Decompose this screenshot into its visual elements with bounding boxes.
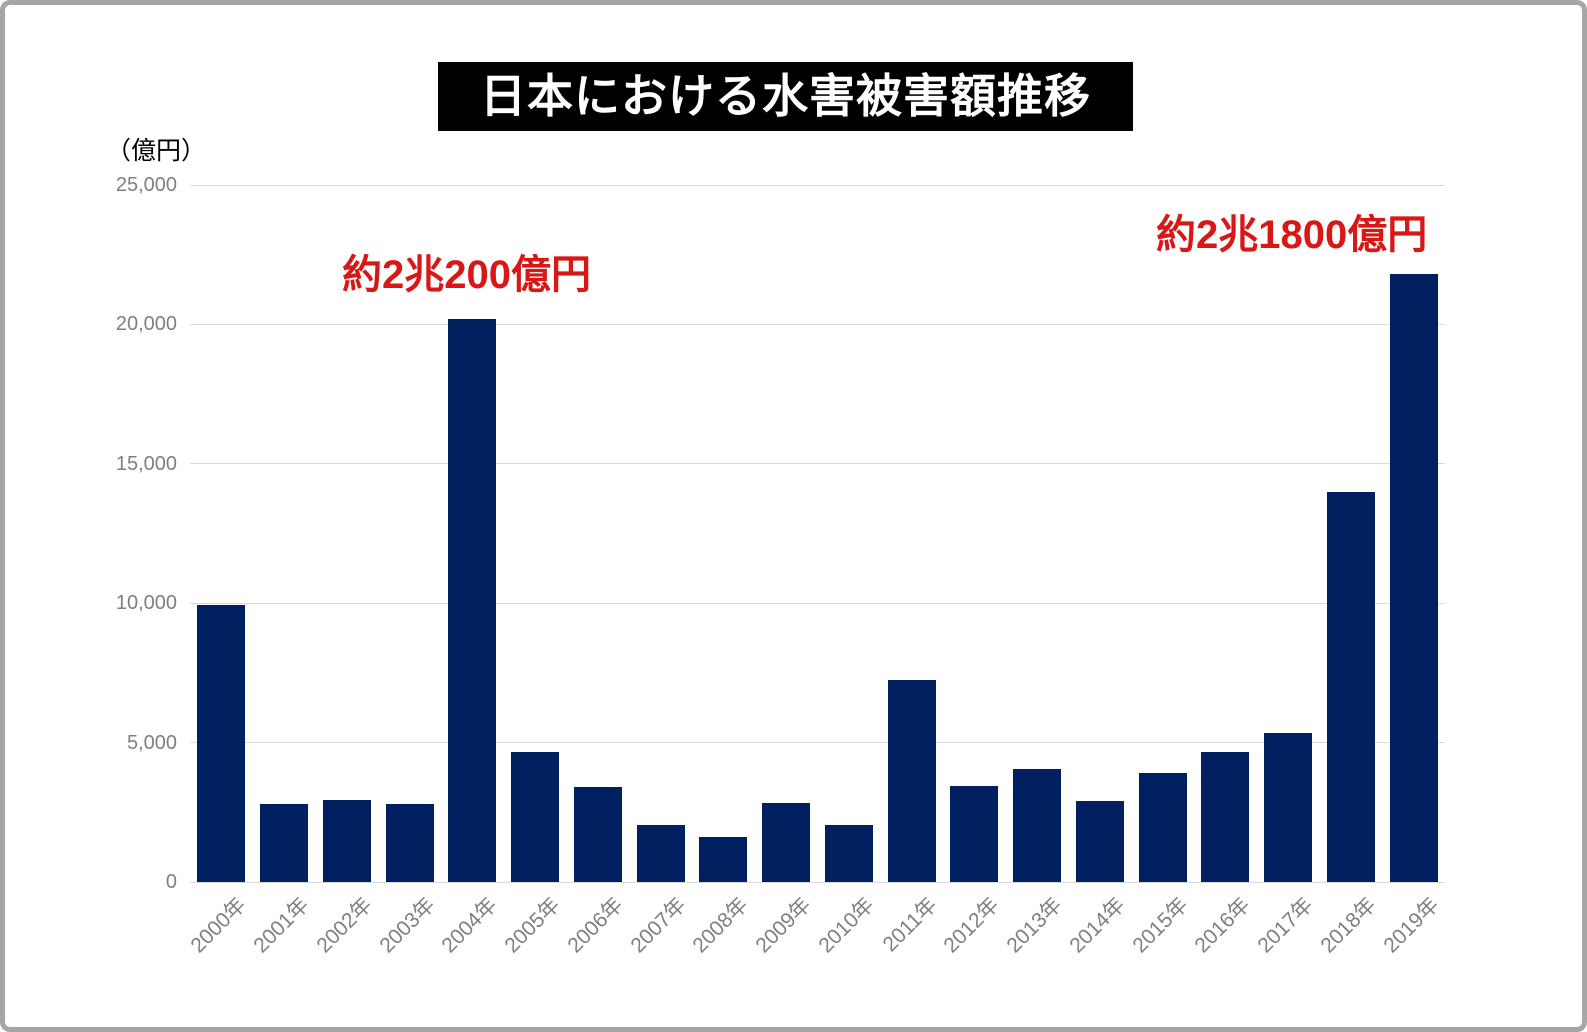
x-axis-label: 2014年	[1065, 893, 1130, 958]
x-axis-label: 2008年	[688, 893, 753, 958]
x-axis-label: 2006年	[563, 893, 628, 958]
y-tick-label: 10,000	[115, 592, 177, 615]
y-tick-label: 20,000	[115, 313, 177, 336]
x-axis-label: 2007年	[626, 893, 691, 958]
plot-area: 2000年 2001年 2002年 2003年 2004年 2005年 2006年 2007年…	[187, 184, 1445, 957]
gridline-25000	[190, 184, 1445, 186]
bar-2005年	[511, 752, 560, 882]
x-axis-label: 2019年	[1379, 893, 1444, 958]
bar-2019年	[1389, 274, 1438, 882]
y-tick-label: 0	[165, 871, 177, 893]
gridline-5000	[190, 742, 1445, 744]
x-axis-label: 2013年	[1002, 893, 1067, 958]
bar-2015年	[1138, 773, 1187, 882]
bar-2004年	[448, 318, 497, 882]
x-axis-label: 2005年	[500, 893, 565, 958]
chart-title: 日本における水害被害額推移	[438, 62, 1133, 131]
gridline-20000	[190, 323, 1445, 325]
annotation-peak-2004: 約2兆200億円	[342, 253, 591, 297]
bar-2009年	[762, 802, 811, 882]
x-axis-label: 2018年	[1316, 893, 1381, 958]
x-axis-label: 2012年	[939, 893, 1004, 958]
bar-2003年	[385, 803, 434, 882]
x-axis-label: 2001年	[249, 893, 314, 958]
x-axis-label: 2009年	[751, 893, 816, 958]
bar-2008年	[699, 837, 748, 882]
bar-2013年	[1013, 769, 1062, 882]
x-axis-label: 2002年	[312, 893, 377, 958]
bar-2002年	[322, 799, 371, 882]
y-axis-unit-label: （億円）	[106, 137, 207, 165]
bar-2012年	[950, 785, 999, 882]
bar-2000年	[197, 604, 246, 882]
gridline-0	[190, 881, 1445, 883]
y-tick-label: 5,000	[126, 731, 177, 754]
bar-2017年	[1264, 732, 1313, 882]
y-tick-label: 15,000	[115, 452, 177, 475]
x-axis-label: 2016年	[1190, 893, 1255, 958]
x-axis-label: 2011年	[878, 893, 942, 957]
bar-2011年	[887, 679, 936, 882]
bar-2018年	[1326, 491, 1375, 882]
y-tick-label: 25,000	[115, 174, 177, 196]
annotation-peak-2019: 約2兆1800億円	[1156, 213, 1428, 257]
x-axis-label: 2003年	[375, 893, 440, 958]
gridline-10000	[190, 602, 1445, 604]
x-axis-label: 2004年	[437, 893, 502, 958]
x-axis-label: 2000年	[186, 893, 251, 958]
bar-2014年	[1075, 801, 1124, 882]
gridline-15000	[190, 463, 1445, 465]
bar-2007年	[636, 824, 685, 882]
bar-2010年	[824, 824, 873, 882]
x-axis-label: 2017年	[1253, 893, 1318, 958]
x-axis-label: 2010年	[814, 893, 879, 958]
bar-2016年	[1201, 752, 1250, 882]
bar-2001年	[260, 803, 309, 882]
x-axis-label: 2015年	[1128, 893, 1193, 958]
bar-2006年	[573, 787, 622, 882]
